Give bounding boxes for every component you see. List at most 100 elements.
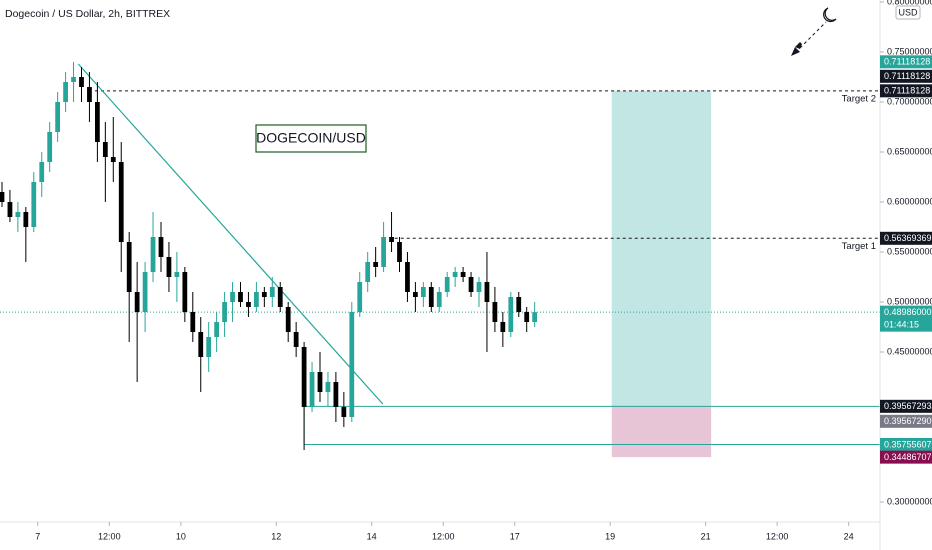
candle-body	[468, 277, 474, 292]
price-label: 0.71118128	[884, 86, 930, 96]
candle-body	[301, 347, 307, 407]
y-tick-label: 0.50000000	[887, 296, 932, 306]
x-tick-label: 7	[35, 531, 40, 541]
candle-body	[420, 287, 426, 297]
x-tick-label: 14	[367, 531, 377, 541]
candle-body	[413, 292, 418, 297]
price-label-box	[880, 305, 932, 332]
candle-body	[15, 212, 21, 217]
plot-area	[0, 62, 880, 458]
candle-body	[532, 312, 538, 322]
candle-body	[0, 192, 5, 202]
candle-body	[71, 77, 76, 82]
annotation: DOGECOIN/USD	[256, 130, 366, 146]
candle-body	[206, 337, 212, 357]
level-label: Target 1	[842, 241, 876, 252]
candle-body	[23, 212, 29, 227]
price-label-box	[880, 84, 932, 98]
x-tick-label: 12:00	[766, 531, 789, 541]
annotation-box	[255, 124, 367, 153]
candle-body	[79, 77, 84, 87]
y-tick-label: 0.70000000	[887, 96, 932, 106]
price-label: 0.71118128	[884, 57, 930, 67]
candle-body	[452, 272, 458, 277]
price-label-box	[880, 231, 932, 245]
candle-body	[476, 282, 482, 292]
candle-body	[492, 302, 498, 322]
candle-body	[222, 302, 227, 322]
candle-body	[389, 237, 394, 242]
moon-icon	[791, 7, 837, 56]
y-tick-label: 0.30000000	[887, 496, 932, 506]
candle-body	[285, 307, 291, 332]
candle-body	[7, 202, 13, 217]
candle-body	[357, 282, 363, 312]
candle-body	[182, 272, 188, 312]
candle-body	[39, 162, 45, 182]
candle-body	[460, 272, 466, 277]
loss-zone	[611, 406, 712, 458]
candle-body	[214, 322, 220, 337]
candle-body	[118, 162, 124, 242]
currency: USD	[898, 7, 918, 17]
candle-body	[158, 237, 164, 257]
candle-body	[365, 262, 371, 282]
price-label: 0.35755607	[884, 439, 932, 449]
candle-body	[333, 382, 339, 407]
x-tick-label: 17	[510, 531, 520, 541]
price-label-box	[880, 399, 932, 413]
candle-body	[484, 282, 490, 302]
x-tick-label: 12:00	[98, 531, 121, 541]
candle-body	[317, 372, 323, 392]
y-tick-label: 0.80000000	[887, 0, 932, 6]
trendline	[77, 63, 384, 405]
candle-body	[142, 272, 148, 312]
candle-body	[373, 262, 379, 267]
candle-body	[405, 262, 410, 292]
profit-zone	[611, 90, 712, 407]
candle-body	[126, 242, 132, 292]
currency-box	[895, 5, 921, 20]
x-tick-label: 19	[605, 531, 615, 541]
x-tick-label: 12:00	[432, 531, 455, 541]
candle-body	[47, 132, 53, 162]
y-tick-label: 0.45000000	[887, 346, 932, 356]
candle-body	[102, 142, 108, 157]
candle-body	[436, 292, 442, 307]
candle-body	[381, 237, 386, 267]
y-tick-label: 0.75000000	[887, 46, 932, 56]
price-label-box	[880, 414, 932, 428]
candle-body	[238, 292, 243, 302]
candle-body	[309, 372, 315, 407]
candle-body	[198, 332, 204, 357]
price-label-box	[880, 450, 932, 464]
candle-body	[516, 297, 522, 312]
price-label-box	[880, 437, 932, 451]
candle-body	[325, 382, 331, 392]
candle-body	[174, 272, 180, 277]
candle-body	[269, 287, 275, 297]
price-label: 0.39567293	[884, 401, 932, 411]
chart-title: Dogecoin / US Dollar, 2h, BITTREX	[5, 8, 170, 20]
candle-body	[254, 292, 259, 307]
candle-body	[230, 292, 235, 302]
candle-body	[293, 332, 299, 347]
price-label: 0.39567290	[884, 416, 932, 426]
candle-body	[31, 182, 37, 227]
price-label: 0.48986000	[884, 307, 932, 317]
x-tick-label: 21	[701, 531, 711, 541]
countdown: 01:44:15	[884, 320, 919, 330]
candle-body	[190, 312, 196, 332]
candle-body	[110, 157, 116, 162]
y-tick-label: 0.65000000	[887, 146, 932, 156]
candle-body	[87, 87, 92, 102]
price-label: 0.71118128	[884, 71, 930, 81]
x-tick-label: 10	[176, 531, 186, 541]
candle-body	[341, 407, 347, 417]
price-label: 0.34486707	[884, 452, 932, 462]
candle-body	[508, 297, 514, 332]
candle-body	[166, 257, 172, 277]
candle-body	[428, 287, 434, 307]
